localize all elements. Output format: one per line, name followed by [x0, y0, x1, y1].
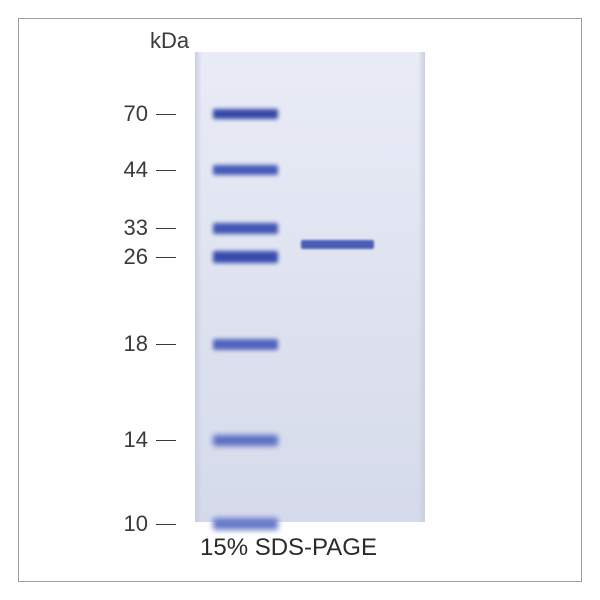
ladder-band — [213, 165, 277, 175]
kda-tick-label: 14 — [108, 427, 148, 453]
kda-tick-mark — [156, 170, 176, 171]
kda-tick-label: 44 — [108, 157, 148, 183]
kda-tick-mark — [156, 114, 176, 115]
gel-image-area — [195, 52, 425, 522]
ladder-band — [213, 435, 277, 446]
kda-tick-label: 10 — [108, 511, 148, 537]
ladder-band — [213, 339, 277, 350]
kda-tick-mark — [156, 524, 176, 525]
kda-tick-label: 18 — [108, 331, 148, 357]
sample-band — [301, 240, 375, 249]
ladder-band — [213, 251, 277, 263]
kda-tick-mark — [156, 228, 176, 229]
kda-tick-mark — [156, 257, 176, 258]
kda-tick-mark — [156, 344, 176, 345]
kda-tick-mark — [156, 440, 176, 441]
y-axis-unit-label: kDa — [150, 28, 189, 54]
ladder-band — [213, 109, 277, 119]
kda-tick-label: 33 — [108, 215, 148, 241]
ladder-band — [213, 223, 277, 234]
ladder-band — [213, 518, 277, 530]
kda-tick-label: 26 — [108, 244, 148, 270]
gel-caption: 15% SDS-PAGE — [200, 534, 377, 562]
molecular-weight-ladder-lane — [213, 52, 277, 522]
sample-protein-lane — [301, 52, 375, 522]
kda-tick-label: 70 — [108, 101, 148, 127]
